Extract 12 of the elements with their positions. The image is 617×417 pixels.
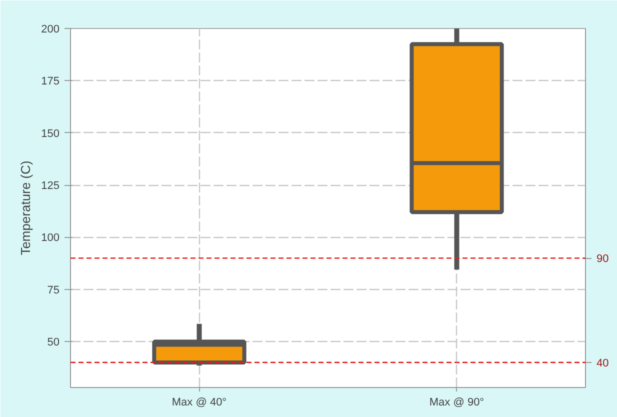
y-axis-title: Temperature (C)	[18, 160, 34, 256]
x-tick-label: Max @ 90°	[429, 396, 484, 408]
y-tick-label: 50	[47, 336, 60, 349]
y-tick-label: 200	[41, 24, 60, 36]
ref-line-label: 90	[596, 253, 609, 266]
ref-line-label: 40	[596, 357, 609, 370]
y-tick-label: 100	[41, 232, 60, 244]
y-tick-label: 75	[47, 284, 60, 296]
y-tick-label: 125	[41, 180, 60, 192]
x-tick-label: Max @ 40°	[172, 396, 227, 408]
y-tick-label: 150	[41, 128, 60, 140]
y-tick-label: 175	[41, 76, 60, 88]
